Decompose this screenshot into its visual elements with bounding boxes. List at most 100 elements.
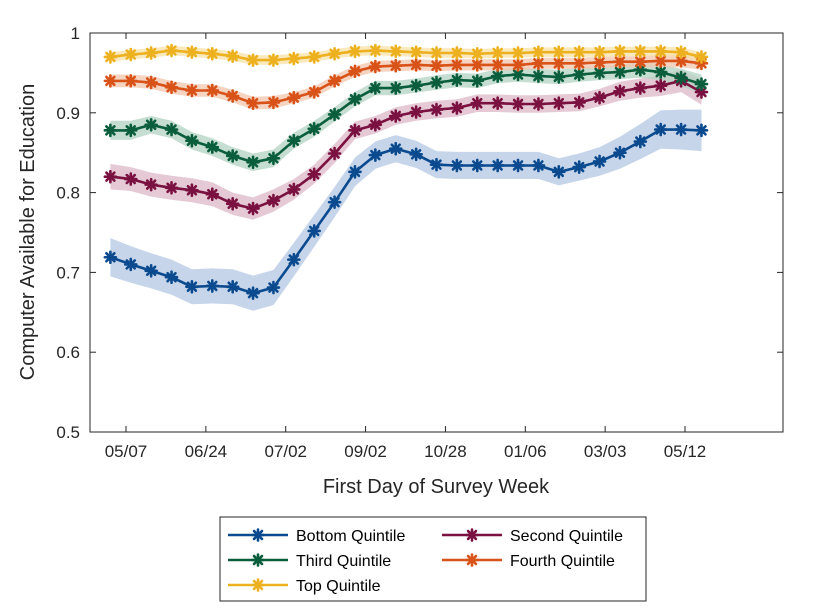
y-tick-label: 0.9 (56, 104, 80, 123)
data-point-s2-26 (613, 84, 627, 99)
data-point-s3-30 (694, 77, 709, 91)
data-point-s1-3 (144, 264, 158, 278)
data-point-s3-3 (144, 117, 158, 132)
data-point-s2-6 (205, 187, 220, 201)
data-point-s3-24 (572, 67, 586, 82)
x-tick-label: 01/06 (504, 442, 547, 461)
axes: 0.5 0.6 0.7 0.8 0.9 1 05/07 06/24 07/02 09/02 10/2… (56, 24, 784, 461)
legend-label: Top Quintile (296, 578, 381, 595)
data-point-s5-5 (185, 45, 199, 59)
data-point-s1-4 (164, 270, 179, 284)
legend-swatch-marker (251, 578, 265, 592)
data-point-s2-4 (164, 181, 179, 195)
series-markers (103, 43, 709, 300)
data-point-s3-19 (470, 74, 485, 88)
data-point-s2-24 (572, 95, 586, 110)
x-tick-label: 05/07 (105, 442, 148, 461)
legend-item-5: Top Quintile (228, 578, 381, 595)
data-point-s5-26 (613, 44, 627, 59)
data-point-s1-17 (429, 157, 444, 172)
data-point-s1-29 (674, 122, 688, 137)
data-point-s3-7 (225, 149, 240, 163)
data-point-s5-29 (674, 45, 688, 59)
data-point-s4-21 (511, 58, 525, 72)
data-point-s3-20 (490, 69, 505, 83)
data-point-s5-10 (287, 51, 301, 66)
data-point-s3-12 (327, 107, 342, 122)
data-point-s3-28 (653, 65, 668, 79)
data-point-s3-6 (205, 140, 220, 154)
data-point-s4-14 (368, 59, 383, 74)
data-point-s4-3 (144, 75, 158, 90)
legend-item-2: Second Quintile (442, 528, 623, 545)
data-point-s1-24 (572, 160, 586, 174)
data-point-s3-1 (103, 123, 118, 138)
data-point-s5-16 (409, 45, 423, 59)
x-tick-label: 03/03 (584, 442, 627, 461)
data-point-s2-8 (246, 201, 260, 216)
data-point-s3-2 (123, 123, 138, 138)
data-point-s5-23 (551, 45, 566, 59)
data-point-s2-5 (185, 183, 199, 198)
data-point-s5-1 (103, 50, 118, 64)
data-point-s2-28 (653, 78, 668, 93)
data-point-s4-6 (205, 83, 220, 98)
data-point-s1-6 (205, 279, 220, 293)
data-point-s4-17 (429, 58, 444, 73)
data-point-s1-5 (185, 279, 199, 294)
data-point-s5-9 (266, 53, 281, 67)
data-point-s4-27 (633, 54, 648, 69)
data-point-s1-15 (388, 141, 403, 156)
data-point-s2-21 (511, 97, 525, 111)
data-point-s5-14 (368, 43, 383, 58)
data-point-s3-4 (164, 122, 179, 137)
data-point-s5-17 (429, 46, 444, 60)
data-point-s5-12 (327, 46, 342, 61)
data-point-s2-10 (287, 182, 301, 197)
data-point-s2-16 (409, 105, 423, 119)
legend-item-1: Bottom Quintile (228, 528, 405, 545)
data-point-s2-13 (348, 123, 362, 138)
data-point-s2-17 (429, 102, 444, 117)
data-point-s5-19 (470, 46, 485, 61)
legend-label: Second Quintile (510, 528, 623, 545)
data-point-s4-8 (246, 96, 260, 111)
data-point-s2-3 (144, 177, 158, 192)
data-point-s1-7 (225, 279, 240, 294)
y-tick-label: 0.5 (56, 423, 80, 442)
data-point-s5-15 (388, 44, 403, 59)
data-point-s4-9 (266, 95, 281, 110)
data-point-s2-18 (450, 101, 464, 115)
data-point-s1-13 (348, 165, 362, 179)
legend-swatch-marker (465, 528, 479, 542)
data-point-s2-2 (123, 172, 138, 186)
data-point-s1-12 (327, 195, 342, 209)
data-point-s1-28 (653, 122, 668, 137)
data-point-s1-22 (531, 158, 546, 173)
data-point-s5-25 (592, 45, 607, 59)
data-point-s5-6 (205, 46, 220, 61)
data-point-s1-14 (368, 148, 383, 162)
data-point-s4-22 (531, 56, 546, 71)
data-point-s3-10 (287, 133, 301, 148)
data-point-s5-4 (164, 43, 179, 58)
data-point-s3-17 (429, 75, 444, 90)
data-point-s5-11 (307, 50, 322, 64)
data-point-s5-8 (246, 53, 260, 67)
x-tick-label: 09/02 (344, 442, 387, 461)
data-point-s4-28 (653, 54, 668, 68)
data-point-s4-1 (103, 74, 118, 88)
data-point-s4-25 (592, 55, 607, 70)
data-point-s2-9 (266, 193, 281, 208)
data-point-s3-11 (307, 121, 322, 136)
data-point-s5-30 (694, 50, 709, 64)
data-point-s2-27 (633, 81, 648, 95)
x-tick-label: 07/02 (264, 442, 307, 461)
legend-swatch-marker (251, 528, 265, 542)
data-point-s5-18 (450, 46, 464, 60)
data-point-s5-28 (653, 44, 668, 59)
data-point-s2-23 (551, 96, 566, 111)
legend-box (219, 516, 647, 602)
data-point-s4-2 (123, 74, 138, 88)
